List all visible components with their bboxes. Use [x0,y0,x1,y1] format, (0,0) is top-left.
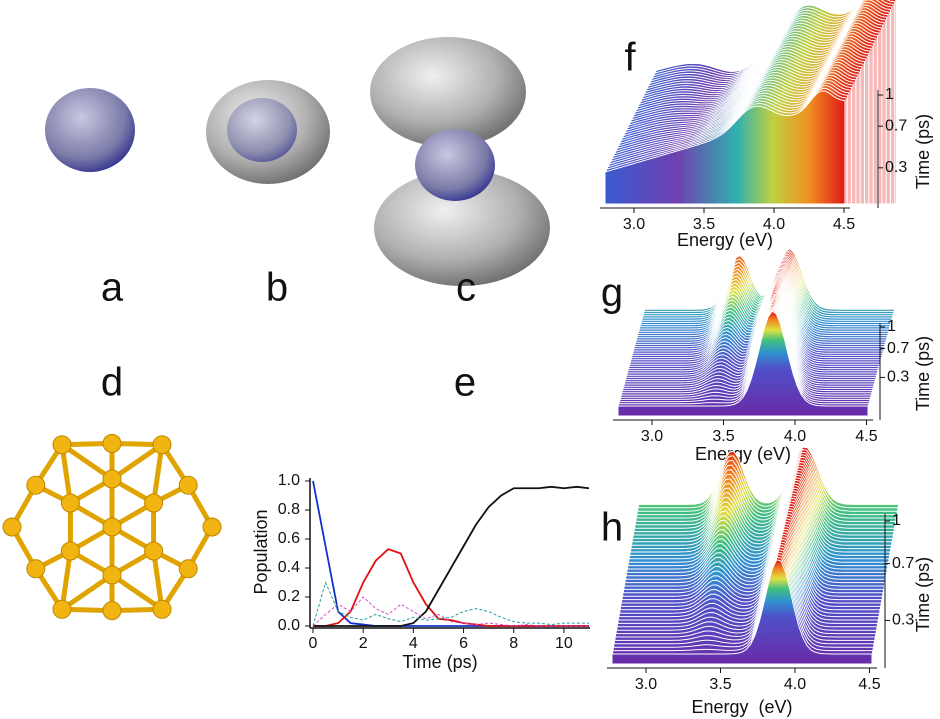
panel-label: c [456,266,476,310]
orbital-a [45,88,135,172]
series-line [313,487,589,626]
ridges [605,0,896,204]
panel-label: h [601,506,623,550]
atom [27,560,45,578]
x-tick-label: 3.0 [623,216,645,233]
atom [61,494,79,512]
panel-label: f [624,36,636,80]
y-tick-label: 0.7 [892,555,914,572]
atom [61,542,79,560]
y-tick-label: 1 [885,86,894,103]
atom [179,476,197,494]
x-tick-label: 4.5 [855,428,877,445]
y-axis-label: Time (ps) [913,336,933,411]
y-axis-label: Time (ps) [913,114,933,189]
x-tick-label: 8 [509,635,518,652]
figure: a b c d 0 2 4 6 8 10 0.0 0.2 0.4 0.6 0.8 1.0 Time (p… [0,0,940,719]
panel-label: g [601,271,623,315]
y-tick-label: 0.3 [885,159,907,176]
gold-cluster [3,434,221,619]
y-tick-label: 0.6 [278,530,300,547]
y-tick-label: 0.2 [278,588,300,605]
series-line [313,549,589,626]
orbital-c-core [415,129,495,201]
atom [103,470,121,488]
orbital-images [45,37,550,286]
y-tick-label: 1 [892,512,901,529]
y-tick-label: 0.4 [278,559,300,576]
atom [53,600,71,618]
x-axis-label: Energy (eV) [691,697,792,717]
x-tick-label: 4.0 [784,428,806,445]
ridges [618,249,894,416]
y-axis-label: Time (ps) [913,557,933,632]
atom [153,436,171,454]
x-tick-label: 3.5 [712,428,734,445]
atom [3,518,21,536]
x-axis-label: Energy (eV) [677,230,773,250]
y-tick-label: 0.7 [887,340,909,357]
panel-label: e [454,361,476,405]
x-tick-label: 3.0 [641,428,663,445]
orbital-b-core [227,98,297,162]
x-tick-label: 4.0 [784,676,806,693]
atom [179,560,197,578]
x-tick-label: 2 [359,635,368,652]
y-tick-label: 0.7 [885,117,907,134]
atom [145,494,163,512]
atom [103,518,121,536]
y-tick-label: 1.0 [278,472,300,489]
y-tick-label: 0.8 [278,501,300,518]
y-tick-label: 0.0 [278,617,300,634]
atom [103,434,121,452]
panel-label: a [101,266,124,310]
atom [153,600,171,618]
atom [145,542,163,560]
x-axis-label: Energy (eV) [695,444,791,464]
x-tick-label: 3.5 [709,676,731,693]
atom [53,436,71,454]
y-axis-label: Population [251,509,271,594]
y-tick-label: 0.3 [887,369,909,386]
x-axis-label: Time (ps) [402,652,477,672]
atom [27,476,45,494]
x-tick-label: 6 [459,635,468,652]
atom [103,602,121,620]
y-tick-label: 0.3 [892,612,914,629]
x-tick-label: 0 [309,635,318,652]
x-tick-label: 4.5 [833,216,855,233]
y-tick-label: 1 [887,318,896,335]
x-tick-label: 4 [409,635,418,652]
panel-label: d [101,361,123,405]
x-tick-label: 10 [555,635,573,652]
atom [203,518,221,536]
x-tick-label: 4.5 [858,676,880,693]
x-tick-label: 3.0 [635,676,657,693]
atom [103,566,121,584]
ridges [612,447,898,664]
panel-label: b [266,266,288,310]
